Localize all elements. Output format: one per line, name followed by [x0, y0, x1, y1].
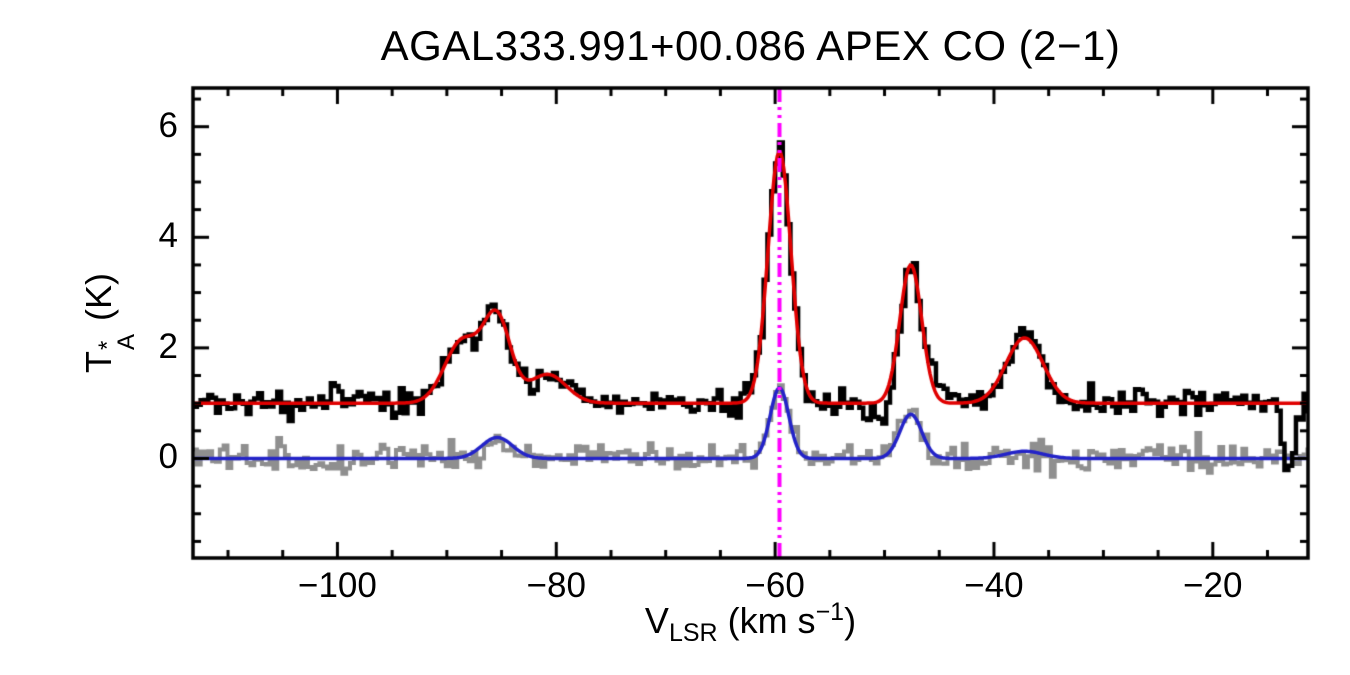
x-tick-label: −40	[964, 566, 1024, 605]
x-axis-label-close: )	[844, 600, 857, 641]
plot-title: AGAL333.991+00.086 APEX CO (2−1)	[380, 22, 1121, 69]
y-tick-label: 4	[158, 216, 178, 256]
x-tick-label: −80	[526, 566, 586, 605]
y-tick-label: 6	[158, 105, 178, 145]
x-axis-label: VLSR (km s−1)	[193, 598, 1308, 648]
x-axis-label-symbol: V	[644, 600, 669, 641]
x-tick-label: −60	[745, 566, 805, 605]
x-axis-label-units: (km s	[717, 600, 816, 641]
x-tick-label: −100	[298, 566, 377, 605]
y-tick-label: 0	[158, 437, 178, 477]
x-tick-label: −20	[1183, 566, 1243, 605]
y-axis-label-units: (K)	[77, 272, 119, 331]
y-axis-label-symbol: T	[77, 351, 119, 374]
y-tick-label: 2	[158, 326, 178, 366]
x-axis-label-subscript: LSR	[668, 619, 718, 648]
x-axis-label-superscript: −1	[815, 598, 845, 626]
